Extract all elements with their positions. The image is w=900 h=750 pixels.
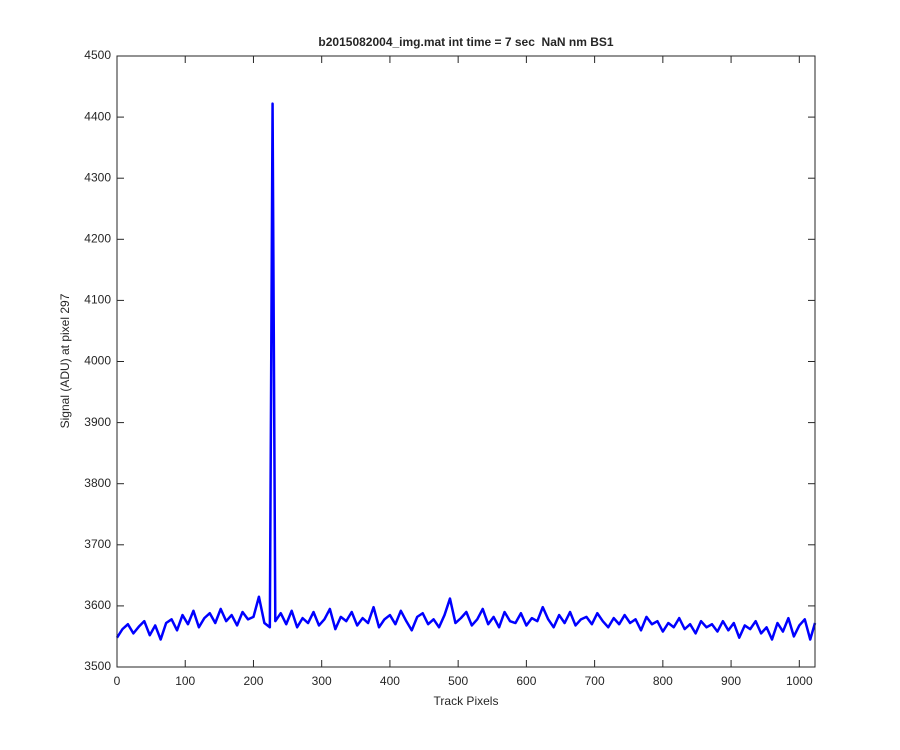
y-tick-label: 3700 [84,537,111,551]
x-tick-label: 600 [516,674,536,688]
y-axis-label: Signal (ADU) at pixel 297 [58,293,72,428]
chart-title: b2015082004_img.mat int time = 7 sec NaN… [318,35,613,49]
y-tick-label: 3800 [84,476,111,490]
axes-box [116,55,816,668]
y-tick-label: 4300 [84,170,111,184]
y-tick-label: 4500 [84,48,111,62]
y-tick-label: 4200 [84,231,111,245]
plot-area [117,56,815,667]
x-axis-label: Track Pixels [434,694,499,708]
y-tick-label: 3500 [84,659,111,673]
y-tick-label: 4100 [84,293,111,307]
y-tick-label: 3900 [84,415,111,429]
data-line [115,102,817,641]
x-tick-label: 100 [175,674,195,688]
x-tick-label: 500 [448,674,468,688]
y-tick-label: 4400 [84,109,111,123]
y-tick-label: 4000 [84,354,111,368]
x-tick-label: 1000 [786,674,813,688]
x-tick-label: 700 [585,674,605,688]
x-tick-label: 800 [653,674,673,688]
y-tick-label: 3600 [84,598,111,612]
x-tick-label: 900 [721,674,741,688]
x-tick-label: 200 [243,674,263,688]
x-tick-label: 400 [380,674,400,688]
x-tick-label: 0 [114,674,121,688]
x-tick-label: 300 [312,674,332,688]
